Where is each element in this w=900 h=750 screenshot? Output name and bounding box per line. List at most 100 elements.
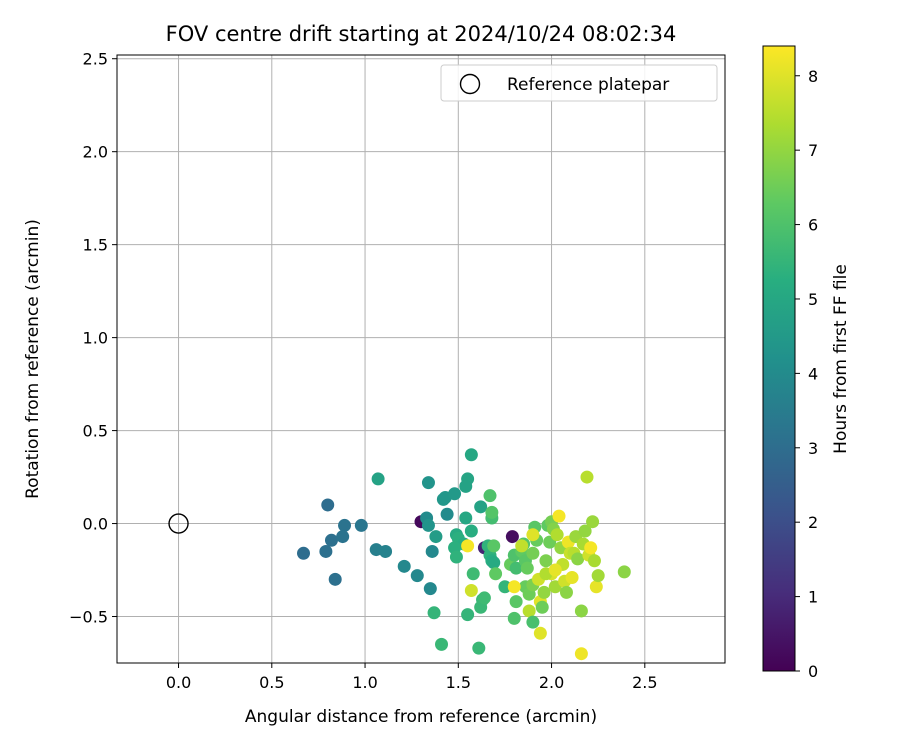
data-point-107 <box>617 565 631 579</box>
data-point-111 <box>515 539 529 553</box>
x-tick-label-3: 1.5 <box>446 673 471 692</box>
data-point-57 <box>509 561 523 575</box>
colorbar-ticks: 0 1 2 3 4 5 6 7 8 <box>795 67 818 681</box>
data-point-95 <box>571 552 585 566</box>
x-tick-label-2: 1.0 <box>352 673 377 692</box>
data-point-20 <box>440 507 454 521</box>
data-point-6 <box>324 533 338 547</box>
data-point-8 <box>338 518 352 532</box>
data-point-10 <box>354 518 368 532</box>
data-point-5 <box>319 544 333 558</box>
legend: Reference platepar <box>440 64 718 102</box>
data-point-19 <box>421 518 435 532</box>
data-point-66 <box>522 604 536 618</box>
data-point-104 <box>587 554 601 568</box>
data-point-44 <box>477 591 491 605</box>
colorbar: 0 1 2 3 4 5 6 7 8 Hours from first FF file <box>762 45 851 681</box>
data-point-97 <box>574 647 588 661</box>
colorbar-tick-label-3: 3 <box>808 439 818 458</box>
y-tick-label-1: 0.0 <box>83 515 108 534</box>
colorbar-tick-label-1: 1 <box>808 588 818 607</box>
data-point-96 <box>574 604 588 618</box>
colorbar-tick-label-8: 8 <box>808 67 818 86</box>
data-point-29 <box>474 500 488 514</box>
data-point-100 <box>580 470 594 484</box>
data-point-50 <box>483 489 497 503</box>
data-point-114 <box>548 563 562 577</box>
legend-entry-reference: Reference platepar <box>507 75 669 95</box>
data-point-85 <box>552 509 566 523</box>
data-point-84 <box>550 528 564 542</box>
data-point-112 <box>526 528 540 542</box>
colorbar-tick-label-6: 6 <box>808 216 818 235</box>
colorbar-label: Hours from first FF file <box>831 264 851 454</box>
data-point-52 <box>487 539 501 553</box>
data-point-83 <box>548 580 562 594</box>
x-tick-label-5: 2.5 <box>632 673 657 692</box>
y-tick-label-5: 2.0 <box>83 143 108 162</box>
data-point-24 <box>429 530 443 544</box>
data-point-3 <box>321 498 335 512</box>
data-point-36 <box>449 550 463 564</box>
data-point-48 <box>487 556 501 570</box>
y-axis-ticks: −0.5 0.0 0.5 1.0 1.5 2.0 2.5 <box>69 50 117 627</box>
data-point-69 <box>526 546 540 560</box>
data-point-30 <box>459 511 473 525</box>
data-point-13 <box>397 559 411 573</box>
data-point-51 <box>485 505 499 519</box>
y-tick-label-2: 0.5 <box>83 422 108 441</box>
colorbar-tick-label-0: 0 <box>808 662 818 681</box>
data-point-18 <box>421 476 435 490</box>
data-point-34 <box>464 524 478 538</box>
data-point-25 <box>371 472 385 486</box>
y-axis-label: Rotation from reference (arcmin) <box>23 219 43 499</box>
x-tick-label-0: 0.0 <box>166 673 191 692</box>
data-point-16 <box>425 544 439 558</box>
data-point-4 <box>297 546 311 560</box>
data-point-41 <box>472 641 486 655</box>
chart-title: FOV centre drift starting at 2024/10/24 … <box>166 22 677 46</box>
colorbar-tick-label-4: 4 <box>808 364 818 383</box>
data-point-53 <box>489 567 503 581</box>
data-point-77 <box>539 554 553 568</box>
data-point-12 <box>379 544 393 558</box>
data-points <box>297 448 631 661</box>
legend-marker-reference <box>459 73 481 95</box>
x-tick-label-1: 0.5 <box>259 673 284 692</box>
grid <box>117 55 725 663</box>
data-point-110 <box>507 580 521 594</box>
data-point-102 <box>584 541 598 555</box>
legend-box <box>440 64 718 102</box>
data-point-39 <box>461 608 475 622</box>
y-tick-label-3: 1.0 <box>83 329 108 348</box>
colorbar-gradient <box>762 45 796 672</box>
data-point-103 <box>586 515 600 529</box>
colorbar-tick-label-5: 5 <box>808 290 818 309</box>
data-point-76 <box>537 585 551 599</box>
data-point-108 <box>464 583 478 597</box>
y-tick-label-4: 1.5 <box>83 236 108 255</box>
data-point-89 <box>559 585 573 599</box>
y-tick-label-6: 2.5 <box>83 50 108 69</box>
data-point-14 <box>410 569 424 583</box>
data-point-74 <box>533 626 547 640</box>
data-point-67 <box>526 615 540 629</box>
data-point-1 <box>505 530 519 544</box>
data-point-92 <box>565 570 579 584</box>
data-point-15 <box>423 582 437 596</box>
data-point-109 <box>461 539 475 553</box>
data-point-40 <box>466 567 480 581</box>
x-tick-label-4: 2.0 <box>539 673 564 692</box>
data-point-23 <box>448 487 462 501</box>
data-point-28 <box>464 448 478 462</box>
data-point-58 <box>509 595 523 609</box>
data-point-38 <box>435 637 449 651</box>
data-point-7 <box>328 572 342 586</box>
colorbar-tick-label-2: 2 <box>808 513 818 532</box>
colorbar-tick-label-7: 7 <box>808 141 818 160</box>
y-tick-label-0: −0.5 <box>69 608 108 627</box>
data-point-54 <box>498 580 512 594</box>
data-point-59 <box>507 611 521 625</box>
data-point-37 <box>427 606 441 620</box>
